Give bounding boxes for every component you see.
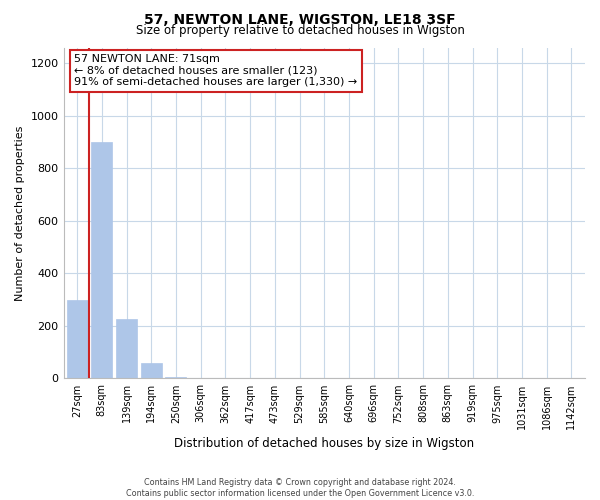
Text: Size of property relative to detached houses in Wigston: Size of property relative to detached ho… xyxy=(136,24,464,37)
Bar xyxy=(141,362,162,378)
Bar xyxy=(116,320,137,378)
Text: 57 NEWTON LANE: 71sqm
← 8% of detached houses are smaller (123)
91% of semi-deta: 57 NEWTON LANE: 71sqm ← 8% of detached h… xyxy=(74,54,357,88)
Y-axis label: Number of detached properties: Number of detached properties xyxy=(15,126,25,300)
Bar xyxy=(67,300,88,378)
Bar xyxy=(166,377,187,378)
Bar xyxy=(91,142,112,378)
Text: Contains HM Land Registry data © Crown copyright and database right 2024.
Contai: Contains HM Land Registry data © Crown c… xyxy=(126,478,474,498)
Text: 57, NEWTON LANE, WIGSTON, LE18 3SF: 57, NEWTON LANE, WIGSTON, LE18 3SF xyxy=(144,12,456,26)
X-axis label: Distribution of detached houses by size in Wigston: Distribution of detached houses by size … xyxy=(174,437,475,450)
